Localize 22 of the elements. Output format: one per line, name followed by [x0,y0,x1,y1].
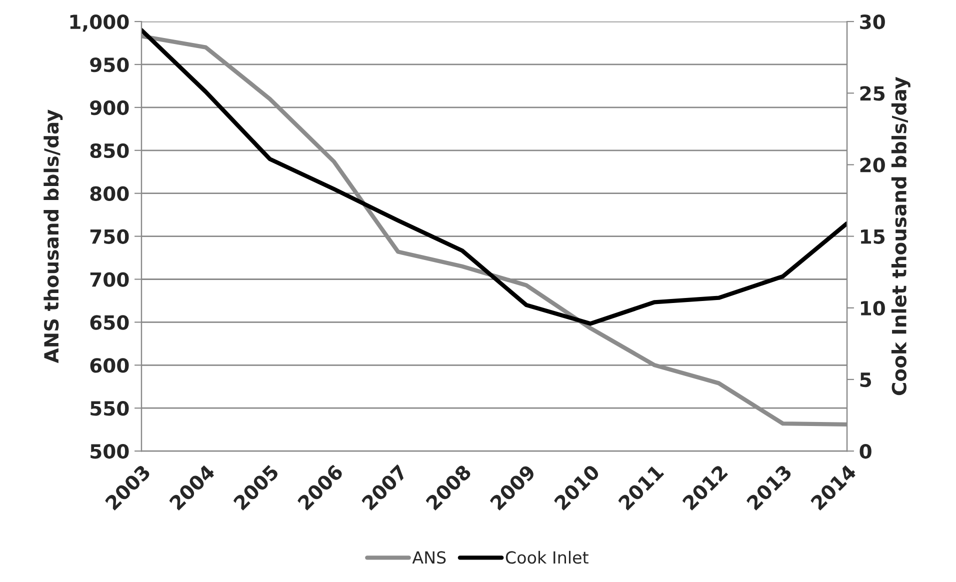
y2-tick-label: 25 [860,86,885,101]
y2-tick-label: 15 [861,230,885,244]
y-tick-label: 750 [90,229,129,244]
y2-tick-label: 10 [861,300,885,316]
y-tick-label: 950 [90,57,129,72]
y-tick-label: 500 [90,444,129,459]
y-tick-label: 1,000 [70,14,129,32]
y-tick-label: 650 [90,315,129,330]
y2-tick-label: 20 [860,158,885,172]
y2-tick-label: 5 [860,372,871,388]
y-tick-label: 700 [90,272,129,287]
legend-label: Cook Inlet [506,550,588,564]
y-tick-label: 900 [90,100,129,116]
y2-tick-label: 30 [860,14,885,30]
y2-axis-title: Cook Inlet thousand bbls/day [891,76,910,396]
y-tick-label: 600 [90,358,129,373]
y-axis-title: ANS thousand bbls/day [44,110,63,364]
y-tick-label: 850 [90,143,129,158]
legend-label: ANS [412,551,446,564]
y-tick-label: 550 [90,401,129,416]
y2-tick-label: 0 [860,444,872,459]
y-tick-label: 800 [90,186,129,202]
